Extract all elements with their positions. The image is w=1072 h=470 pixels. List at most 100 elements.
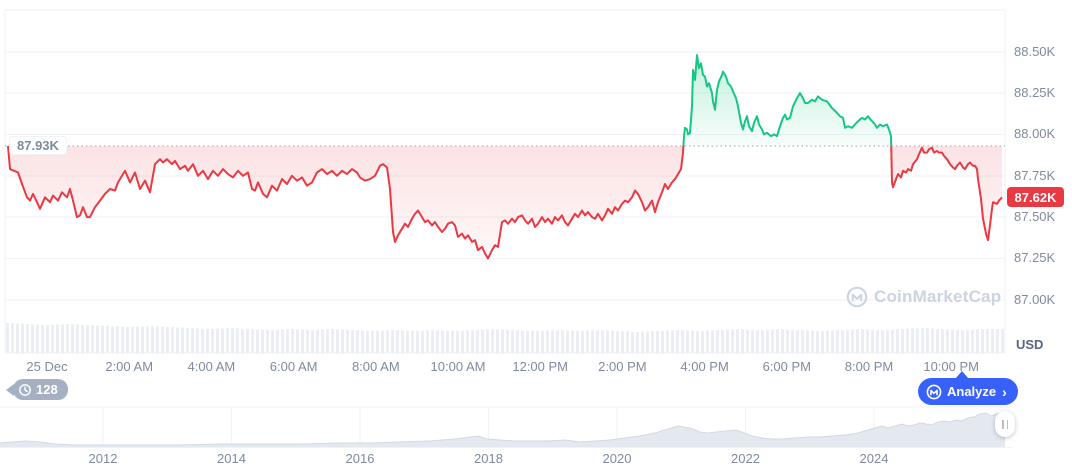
minimap-year-label: 2024 [859, 451, 889, 466]
volume-bar [801, 330, 804, 353]
price-area-down [8, 146, 1002, 259]
volume-bar [166, 326, 169, 353]
volume-bar [336, 329, 339, 353]
volume-bar [176, 327, 179, 353]
volume-bar [396, 330, 399, 353]
volume-bar [76, 324, 79, 353]
volume-bar [826, 330, 829, 353]
volume-bar [141, 326, 144, 353]
minimap-year-label: 2020 [602, 451, 632, 466]
volume-bar [291, 329, 294, 353]
volume-bar [916, 328, 919, 353]
volume-bar [266, 329, 269, 353]
volume-bar [211, 328, 214, 353]
volume-bar [596, 330, 599, 353]
volume-bar [886, 329, 889, 353]
x-axis-tick-label: 6:00 AM [269, 359, 318, 374]
volume-bar [691, 330, 694, 353]
volume-bar [456, 330, 459, 353]
volume-bar [701, 330, 704, 353]
volume-bar [606, 330, 609, 353]
volume-bar [451, 330, 454, 353]
volume-bar [216, 328, 219, 353]
volume-bar [46, 325, 49, 353]
volume-bar [71, 324, 74, 353]
volume-bar [996, 329, 999, 353]
volume-bar [366, 330, 369, 353]
coinmarketcap-logo-icon [846, 286, 868, 308]
volume-bar [361, 330, 364, 353]
coinmarketcap-logo-icon [926, 384, 942, 400]
volume-bar [841, 329, 844, 353]
volume-bar [221, 328, 224, 353]
currency-label: USD [1016, 337, 1044, 352]
x-axis-tick-label: 2:00 PM [598, 359, 647, 374]
x-axis-tick-label: 10:00 PM [923, 359, 980, 374]
volume-bar [946, 329, 949, 353]
volume-bar [186, 327, 189, 353]
volume-bar [991, 329, 994, 353]
volume-bar [401, 330, 404, 353]
volume-bar [641, 331, 644, 353]
volume-bar [501, 329, 504, 353]
volume-bar [151, 326, 154, 353]
volume-bar [256, 329, 259, 353]
volume-bar [131, 326, 134, 353]
y-axis-tick-label: 88.50K [1014, 43, 1056, 59]
volume-bar [161, 326, 164, 353]
volume-bar [901, 328, 904, 353]
history-count-badge[interactable]: 128 [13, 379, 68, 400]
volume-bar [981, 329, 984, 353]
volume-bar [556, 330, 559, 353]
volume-bar [346, 329, 349, 353]
volume-bar [331, 329, 334, 353]
volume-bar [101, 325, 104, 353]
volume-bar [171, 327, 174, 353]
history-count: 128 [36, 382, 58, 397]
volume-bar [1001, 329, 1004, 353]
minimap-year-label: 2012 [88, 451, 118, 466]
volume-bar [816, 330, 819, 353]
range-slider-handle[interactable] [995, 411, 1015, 437]
volume-bar [771, 329, 774, 353]
volume-bar [326, 329, 329, 353]
volume-bar [741, 329, 744, 353]
volume-bar [316, 329, 319, 353]
volume-bar [881, 329, 884, 353]
x-axis-tick-label: 4:00 PM [680, 359, 729, 374]
x-axis-tick-label: 6:00 PM [762, 359, 812, 374]
volume-bar [866, 329, 869, 353]
volume-bar [66, 324, 69, 353]
x-axis-tick-label: 12:00 PM [512, 359, 569, 374]
volume-bar [976, 329, 979, 353]
volume-bar [601, 330, 604, 353]
watermark-text: CoinMarketCap [874, 287, 1002, 306]
volume-bar [431, 330, 434, 353]
volume-bar [986, 329, 989, 353]
volume-bar [206, 328, 209, 353]
volume-bar [851, 329, 854, 353]
minimap-area[interactable] [0, 413, 1005, 447]
volume-bar [966, 329, 969, 353]
volume-bar [586, 330, 589, 353]
volume-bar [11, 323, 14, 353]
volume-bar [956, 329, 959, 353]
analyze-button[interactable]: Analyze › [918, 371, 1018, 405]
volume-bar [126, 326, 129, 353]
x-axis-tick-label: 8:00 PM [844, 359, 894, 374]
y-axis-tick-label: 88.00K [1014, 126, 1056, 142]
volume-bar [486, 329, 489, 353]
volume-bar [156, 326, 159, 353]
volume-bar [576, 330, 579, 353]
volume-bar [566, 330, 569, 353]
volume-bar [436, 330, 439, 353]
history-clock-icon [18, 383, 32, 397]
volume-bar [196, 328, 199, 353]
y-axis-tick-label: 87.00K [1014, 291, 1056, 307]
volume-bar [706, 330, 709, 353]
volume-bar [106, 325, 109, 353]
volume-bar [136, 326, 139, 353]
volume-bar [941, 329, 944, 353]
volume-bar [621, 331, 624, 353]
